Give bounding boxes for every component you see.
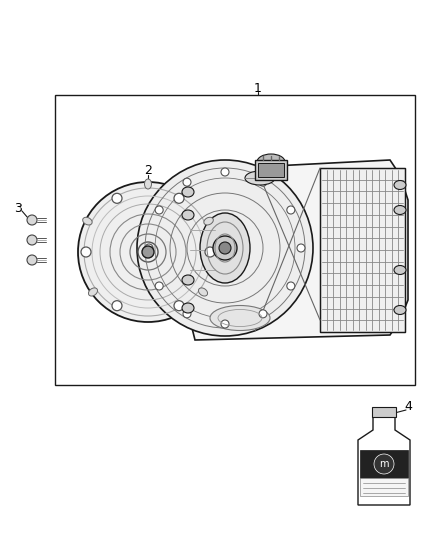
- Circle shape: [287, 282, 295, 290]
- Ellipse shape: [182, 187, 194, 197]
- Ellipse shape: [88, 288, 98, 296]
- Text: m: m: [379, 459, 389, 469]
- Circle shape: [205, 247, 215, 257]
- Bar: [360, 450, 408, 478]
- Text: 1: 1: [254, 82, 262, 94]
- Ellipse shape: [210, 305, 270, 330]
- Circle shape: [27, 235, 37, 245]
- Circle shape: [287, 206, 295, 214]
- Bar: [255, 160, 287, 180]
- Circle shape: [183, 178, 191, 186]
- Circle shape: [174, 301, 184, 311]
- Ellipse shape: [198, 288, 208, 296]
- Circle shape: [259, 178, 267, 186]
- Ellipse shape: [394, 265, 406, 274]
- Ellipse shape: [182, 210, 194, 220]
- Bar: [320, 168, 405, 332]
- Circle shape: [174, 193, 184, 203]
- Ellipse shape: [182, 275, 194, 285]
- Circle shape: [78, 182, 218, 322]
- Circle shape: [259, 310, 267, 318]
- Bar: [360, 478, 408, 496]
- Ellipse shape: [394, 305, 406, 314]
- Circle shape: [27, 255, 37, 265]
- Polygon shape: [358, 415, 410, 505]
- Circle shape: [374, 454, 394, 474]
- Text: 4: 4: [404, 400, 412, 414]
- Circle shape: [145, 244, 153, 252]
- Bar: [320, 168, 405, 332]
- Circle shape: [213, 236, 237, 260]
- Ellipse shape: [83, 217, 92, 225]
- Circle shape: [155, 282, 163, 290]
- Polygon shape: [185, 160, 408, 340]
- Bar: [55, 95, 415, 385]
- Bar: [372, 407, 396, 417]
- Circle shape: [81, 247, 91, 257]
- Bar: [258, 163, 284, 177]
- Ellipse shape: [182, 303, 194, 313]
- Circle shape: [155, 206, 163, 214]
- Ellipse shape: [257, 154, 285, 170]
- Circle shape: [221, 168, 229, 176]
- Circle shape: [27, 215, 37, 225]
- Circle shape: [112, 301, 122, 311]
- Circle shape: [183, 310, 191, 318]
- Ellipse shape: [245, 171, 275, 185]
- Circle shape: [137, 160, 313, 336]
- Ellipse shape: [145, 179, 152, 189]
- Circle shape: [112, 193, 122, 203]
- Text: 3: 3: [14, 201, 22, 214]
- Ellipse shape: [204, 217, 213, 225]
- Text: 2: 2: [144, 164, 152, 176]
- Circle shape: [142, 246, 154, 258]
- Ellipse shape: [200, 213, 250, 283]
- Circle shape: [221, 320, 229, 328]
- Ellipse shape: [394, 206, 406, 214]
- Circle shape: [219, 242, 231, 254]
- Ellipse shape: [394, 181, 406, 190]
- Circle shape: [297, 244, 305, 252]
